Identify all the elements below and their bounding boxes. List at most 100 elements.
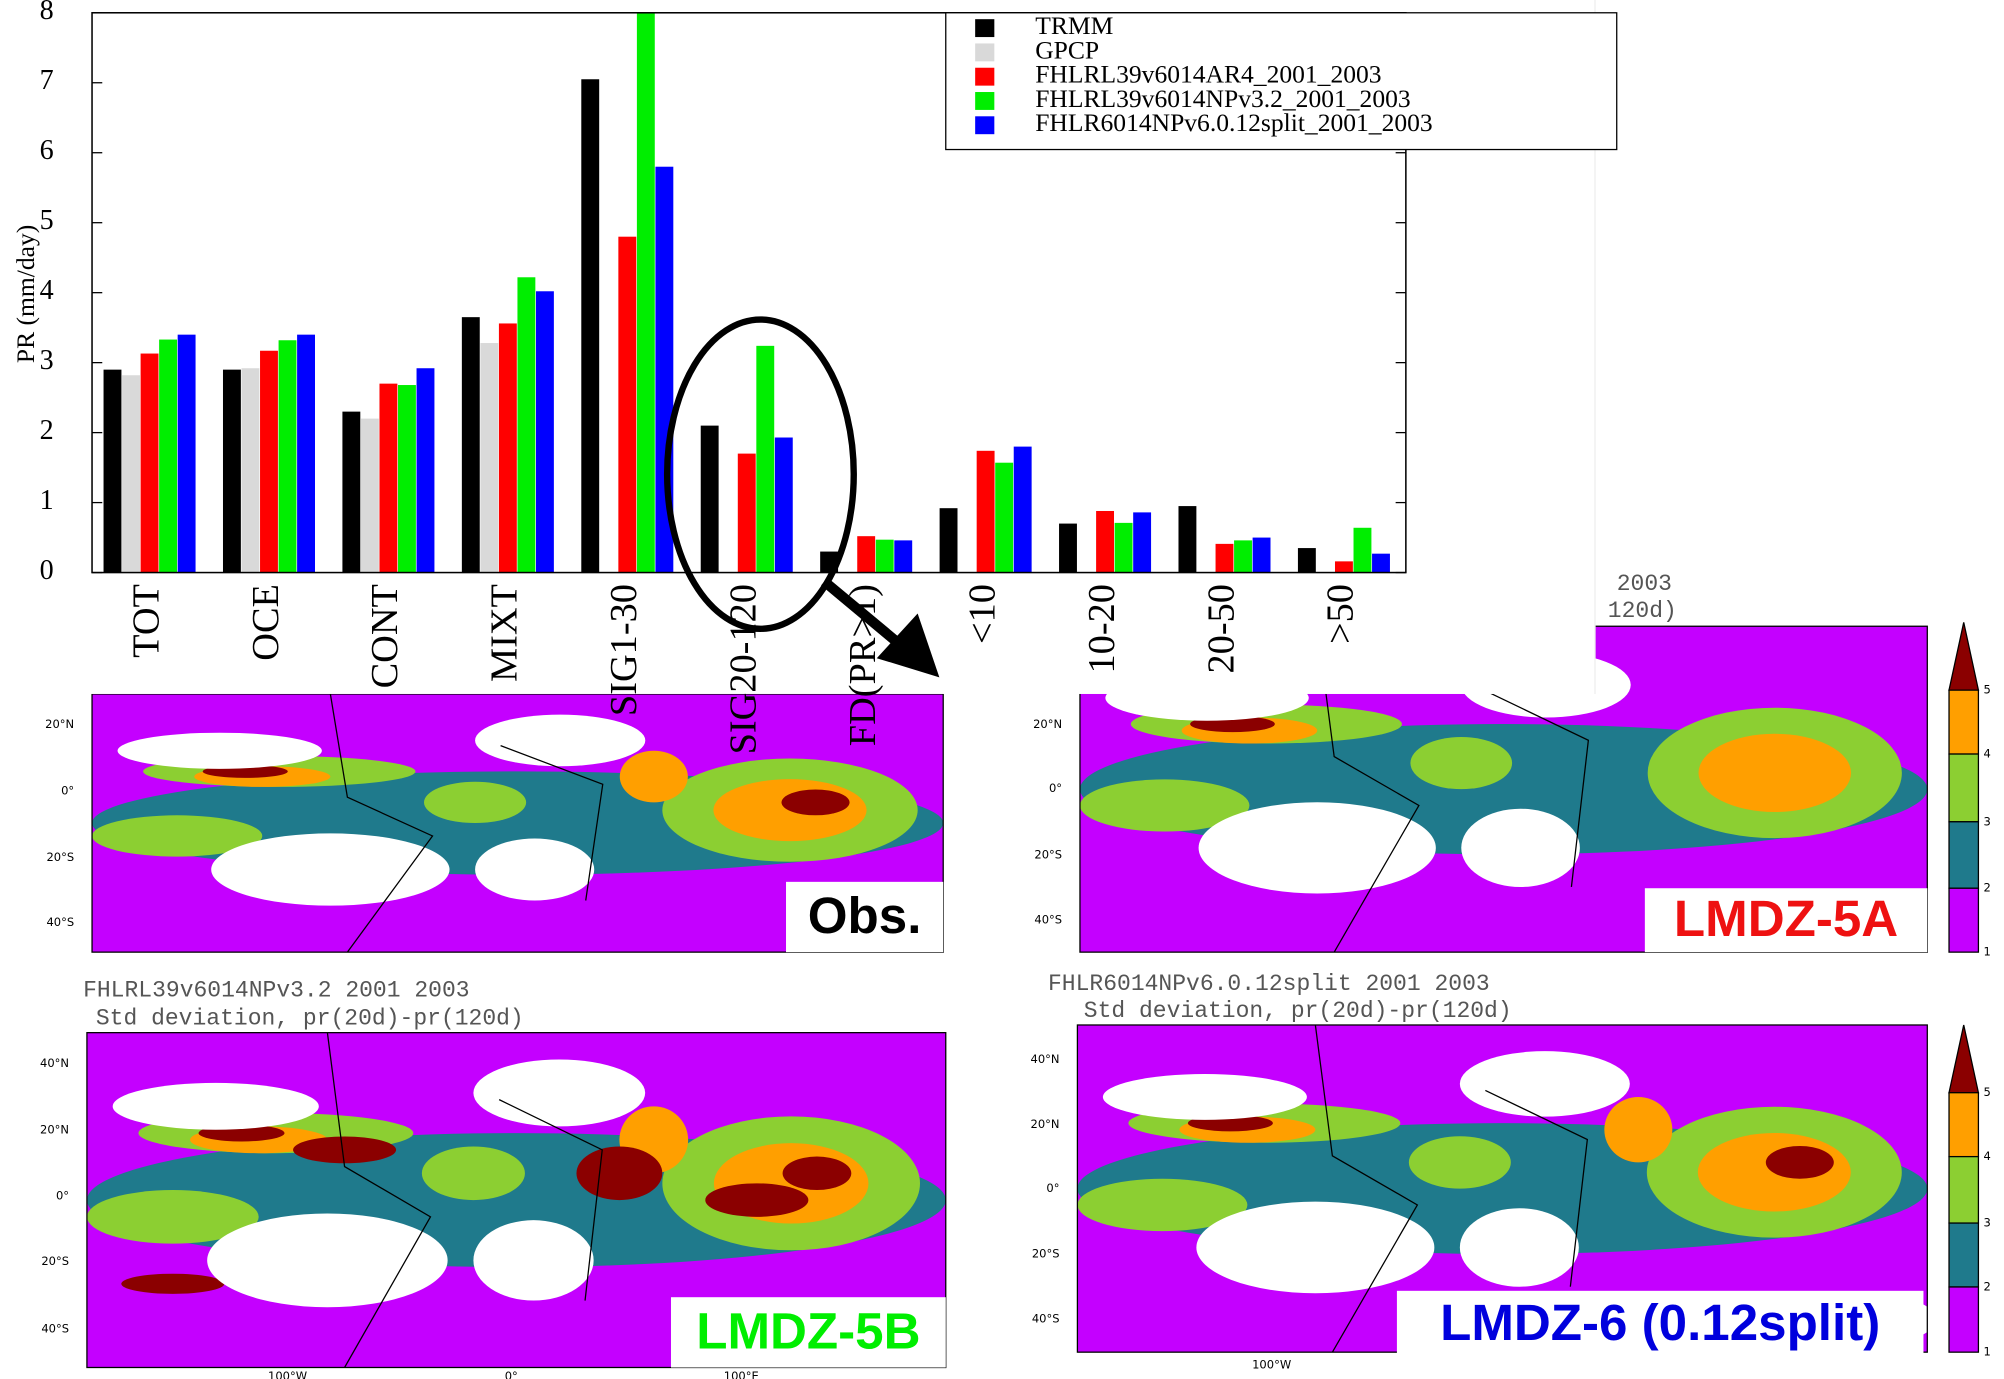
- bar: [222, 369, 241, 573]
- map-title: FHLRL39v6014NPv3.2 2001 2003: [83, 978, 469, 1004]
- bar: [857, 536, 876, 573]
- plot-frame: [91, 12, 1407, 574]
- map-dry-region: [1459, 1208, 1579, 1287]
- bar: [140, 353, 159, 573]
- longitude-label: 100°W: [268, 1369, 307, 1379]
- bar: [517, 277, 536, 573]
- latitude-label: 20°S: [46, 850, 74, 864]
- longitude-label: 100°W: [1252, 1357, 1291, 1371]
- bar: [1133, 512, 1152, 573]
- map-panel: 40°N 20°N 0° 20°S 40°S 100°W 0° 100°E FHLRL39v60…: [40, 978, 947, 1379]
- map-field: [92, 693, 944, 953]
- map-blob: [1408, 1136, 1511, 1189]
- x-tick-label: SIG1-30: [603, 584, 645, 716]
- map-blob: [782, 1156, 852, 1191]
- bar-chart: 0 1 2 3 4 5 6 7 8 PR (mm/day) TOT OCE CONT MIXT SIG1-3…: [11, 0, 1618, 754]
- map-title: 120d): [1608, 598, 1677, 624]
- map-label-box: [1396, 1290, 1924, 1358]
- bar: [260, 350, 278, 573]
- map-blob: [781, 789, 850, 816]
- map-panel: 40°N 20°N 0° 20°S 40°S 100°W FHLR6014NPv6.0.12…: [1031, 971, 1991, 1371]
- colorbar-triangle: [1948, 622, 1980, 691]
- map-blob: [423, 781, 527, 824]
- map-dry-region: [1461, 808, 1580, 887]
- colorbar-label: 2: [1984, 881, 1991, 895]
- bar: [894, 540, 913, 573]
- bar: [875, 539, 894, 573]
- bar: [122, 375, 140, 573]
- bar: [1334, 561, 1353, 573]
- y-tick-label: 6: [40, 135, 54, 166]
- map-blob: [1765, 1146, 1834, 1179]
- map-blob: [86, 1190, 259, 1244]
- bar: [581, 79, 600, 573]
- map-title: Std deviation, pr(20d)-pr(120d): [96, 1006, 524, 1032]
- coastline: [1486, 690, 1590, 888]
- bar: [159, 339, 178, 573]
- colorbar-triangle: [1948, 1024, 1980, 1094]
- y-tick-label: 3: [40, 345, 54, 376]
- latitude-label: 40°S: [41, 1322, 69, 1336]
- map-title: Std deviation, pr(20d)-pr(120d): [1084, 998, 1512, 1024]
- bar: [618, 236, 637, 573]
- colorbar-segment: [1948, 1222, 1980, 1288]
- latitude-label: 40°S: [46, 915, 74, 929]
- colorbar-label: 4: [1984, 747, 1991, 761]
- bar: [756, 345, 775, 573]
- bar: [1059, 523, 1077, 573]
- map-blob: [576, 1146, 663, 1201]
- bar: [398, 385, 416, 573]
- bar: [360, 418, 379, 573]
- legend-swatch: [975, 67, 995, 86]
- map-dry-region: [1196, 1201, 1435, 1294]
- map-title: FHLR6014NPv6.0.12split 2001 2003: [1048, 971, 1490, 997]
- map-blob: [121, 1273, 225, 1294]
- colorbar-label: 5: [1984, 1085, 1991, 1099]
- colorbar-label: 1: [1984, 1345, 1991, 1359]
- bar: [498, 323, 517, 573]
- map-blob: [1698, 733, 1852, 812]
- y-tick-label: 1: [40, 485, 54, 516]
- map-blob: [619, 750, 688, 803]
- legend-label: FHLR6014NPv6.0.12split_2001_2003: [1035, 108, 1432, 137]
- map-blob: [1604, 1096, 1673, 1163]
- colorbar-label: 3: [1984, 814, 1991, 828]
- x-tick-label: MIXT: [484, 584, 526, 682]
- map-dry-region: [112, 1082, 319, 1130]
- legend-swatch: [975, 43, 995, 62]
- colorbar-segment: [1948, 821, 1980, 889]
- latitude-label: 20°N: [1031, 1117, 1060, 1131]
- bar: [480, 343, 499, 573]
- coastline: [329, 693, 434, 953]
- bar: [1353, 527, 1372, 573]
- latitude-label: 0°: [61, 784, 74, 798]
- map-label: LMDZ-5A: [1674, 890, 1898, 947]
- bar: [939, 508, 958, 573]
- colorbar-label: 3: [1984, 1216, 1991, 1230]
- legend-label: TRMM: [1035, 11, 1113, 40]
- map-field: [86, 1032, 946, 1368]
- map-frame: [86, 1032, 947, 1369]
- latitude-label: 40°N: [1031, 1052, 1060, 1066]
- map-dry-region: [475, 714, 646, 767]
- map-blob: [293, 1136, 397, 1164]
- coastline: [326, 1032, 432, 1368]
- colorbar-label: 4: [1984, 1149, 1991, 1163]
- bar: [1178, 506, 1197, 573]
- colorbar-segment: [1948, 887, 1980, 953]
- map-label-box: [670, 1297, 946, 1368]
- latitude-label: 20°N: [1033, 717, 1062, 731]
- maps: 20°N 0° 20°S 40°S Obs. 20°N 0° 20°S 40°S 2003120d…: [40, 571, 1991, 1379]
- map-blob: [1410, 737, 1513, 790]
- map-label: LMDZ-6 (0.12split): [1440, 1294, 1880, 1351]
- y-tick-label: 7: [40, 65, 54, 96]
- x-tick-label: 20-50: [1200, 584, 1242, 673]
- map-label: LMDZ-5B: [696, 1302, 920, 1359]
- y-tick-label: 8: [40, 0, 54, 26]
- latitude-label: 20°S: [1032, 1246, 1060, 1260]
- bar: [1252, 537, 1271, 573]
- bar: [774, 437, 793, 573]
- bar: [461, 317, 480, 573]
- latitude-label: 20°S: [1034, 848, 1062, 862]
- map-dry-region: [473, 1059, 646, 1127]
